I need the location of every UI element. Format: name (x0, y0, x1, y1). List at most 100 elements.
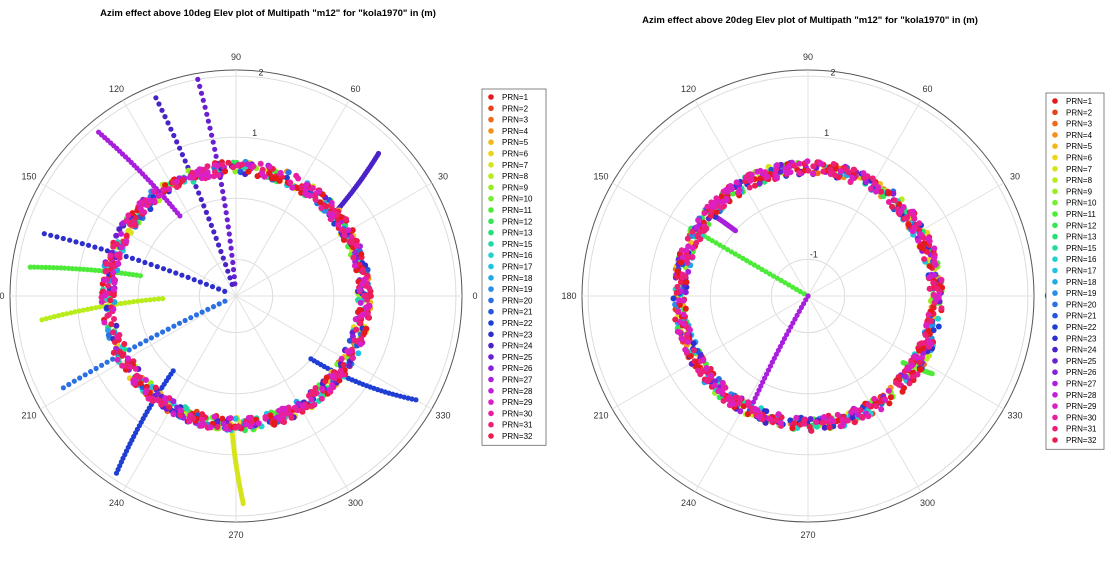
legend-label: PRN=25 (502, 353, 533, 362)
radial-tick-label: -1 (810, 250, 818, 260)
data-point (921, 256, 928, 263)
data-point (154, 264, 160, 270)
data-point (921, 240, 928, 247)
legend: PRN=1 PRN=2 PRN=3 PRN=4 PRN=5 PRN=6 PRN=7 PRN=8… (1045, 92, 1105, 450)
data-point (925, 311, 932, 318)
data-point (878, 188, 884, 195)
data-point (673, 289, 680, 296)
data-point (118, 230, 124, 237)
data-point (50, 265, 56, 271)
data-point (886, 400, 893, 407)
data-point (830, 161, 837, 167)
axis-labels: 0 30 60 90 120 150 180 210 240 270 300 330 1 2 (0, 52, 478, 540)
data-point (218, 181, 225, 188)
data-point (861, 174, 867, 181)
legend-marker (1052, 211, 1058, 217)
angle-tick-label: 90 (803, 52, 813, 62)
data-point (113, 322, 120, 329)
angle-tick-label: 210 (594, 411, 609, 421)
data-point (718, 193, 725, 200)
legend-marker (488, 184, 494, 191)
legend-marker (488, 286, 494, 292)
data-point (938, 276, 945, 283)
data-point (224, 217, 230, 223)
data-point (867, 185, 874, 192)
data-point (283, 174, 290, 181)
data-point (677, 279, 684, 286)
data-point (929, 371, 935, 377)
data-point (358, 251, 365, 258)
data-point (60, 385, 66, 391)
data-point (209, 132, 215, 138)
data-point (345, 227, 352, 234)
data-point (77, 375, 83, 381)
legend-marker (488, 354, 494, 360)
data-point (173, 270, 179, 276)
data-point (136, 200, 143, 207)
data-point (312, 193, 319, 200)
data-point (308, 389, 315, 395)
data-point (108, 321, 115, 328)
data-point (678, 247, 685, 254)
data-point (79, 241, 85, 247)
data-point (680, 297, 687, 304)
legend-marker (1052, 222, 1058, 229)
data-point (230, 267, 237, 273)
data-point (277, 169, 284, 176)
data-point (31, 264, 37, 270)
data-point (287, 179, 294, 186)
legend-label: PRN=15 (1066, 244, 1097, 253)
data-point (359, 311, 366, 318)
data-point (777, 343, 783, 350)
legend-label: PRN=9 (502, 183, 529, 192)
data-point (356, 286, 363, 293)
data-point (151, 296, 157, 302)
legend-marker (1052, 98, 1058, 104)
legend-label: PRN=28 (1066, 391, 1097, 400)
legend-marker (1052, 120, 1058, 127)
data-point (82, 372, 88, 378)
grid-spoke (122, 295, 237, 492)
data-point (781, 336, 788, 342)
grid-spoke (694, 100, 809, 297)
data-point (917, 243, 924, 250)
data-point (219, 161, 225, 168)
legend-label: PRN=23 (1066, 334, 1097, 343)
data-point (784, 332, 790, 338)
data-point (808, 427, 815, 434)
data-point (773, 417, 780, 424)
data-point (814, 170, 821, 177)
data-point (674, 283, 681, 290)
plot-area (670, 158, 946, 434)
data-point (827, 166, 834, 173)
data-point (759, 266, 765, 273)
data-point (127, 229, 134, 236)
data-point (130, 380, 137, 386)
legend-marker (1052, 143, 1058, 149)
data-point (851, 166, 858, 173)
legend-marker (488, 365, 494, 372)
data-point (848, 409, 855, 416)
data-point (709, 238, 715, 244)
legend-label: PRN=16 (1066, 255, 1097, 264)
data-point (212, 146, 218, 152)
legend-marker (1052, 290, 1058, 296)
data-point (703, 365, 710, 371)
data-point (116, 226, 123, 233)
data-point (223, 262, 229, 268)
data-point (767, 363, 774, 369)
data-point (360, 266, 366, 273)
data-point (762, 169, 769, 176)
data-point (92, 267, 98, 273)
data-point (234, 162, 241, 169)
legend-marker (1052, 256, 1058, 263)
legend-label: PRN=17 (502, 263, 533, 272)
legend-marker (488, 252, 494, 258)
legend-marker (1052, 414, 1058, 421)
data-point (204, 111, 210, 117)
legend-label: PRN=19 (1066, 289, 1097, 298)
data-point (751, 262, 757, 268)
data-point (898, 208, 905, 215)
data-point (375, 150, 382, 157)
data-point (113, 232, 120, 239)
